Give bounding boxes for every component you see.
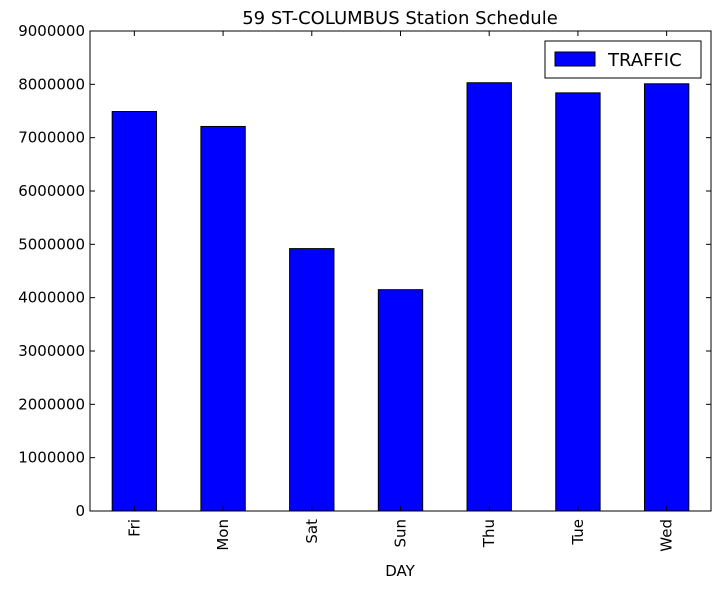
- bar-sat: [289, 248, 335, 512]
- x-tick-label-sat: Sat: [303, 519, 321, 544]
- bar-mon: [200, 125, 246, 512]
- bar-wed: [643, 83, 690, 512]
- y-tick-label: 8000000: [18, 75, 85, 93]
- y-tick-label: 2000000: [18, 395, 85, 413]
- bar-thu: [466, 82, 512, 512]
- legend-label-traffic: TRAFFIC: [607, 50, 682, 71]
- x-tick-label-sun: Sun: [392, 519, 410, 548]
- bar-sun: [377, 289, 424, 512]
- y-tick-label: 1000000: [18, 449, 85, 467]
- legend-box: [544, 40, 702, 79]
- x-tick-label-fri: Fri: [125, 519, 143, 537]
- y-tick-label: 5000000: [18, 235, 85, 253]
- x-axis-label: DAY: [385, 562, 415, 580]
- bar-fri: [111, 111, 158, 512]
- y-tick-label: 3000000: [18, 342, 85, 360]
- x-tick-label-mon: Mon: [214, 519, 232, 551]
- y-tick-label: 9000000: [18, 22, 85, 40]
- plot-area: Fri Mon Sat Sun Thu Tue Wed 0 1000000 2000000 3000…: [18, 22, 712, 552]
- plot-frame: [89, 30, 712, 512]
- legend: TRAFFIC: [544, 40, 702, 79]
- chart-title: 59 ST-COLUMBUS Station Schedule: [242, 8, 558, 29]
- y-tick-label: 4000000: [18, 289, 85, 307]
- x-tick-label-wed: Wed: [658, 519, 676, 552]
- legend-swatch-traffic: [554, 51, 596, 67]
- y-tick-label: 6000000: [18, 182, 85, 200]
- x-tick-label-tue: Tue: [569, 519, 587, 546]
- bar-tue: [555, 92, 601, 512]
- y-tick-label: 7000000: [18, 129, 85, 147]
- y-tick-label: 0: [75, 502, 85, 520]
- x-tick-label-thu: Thu: [480, 519, 498, 548]
